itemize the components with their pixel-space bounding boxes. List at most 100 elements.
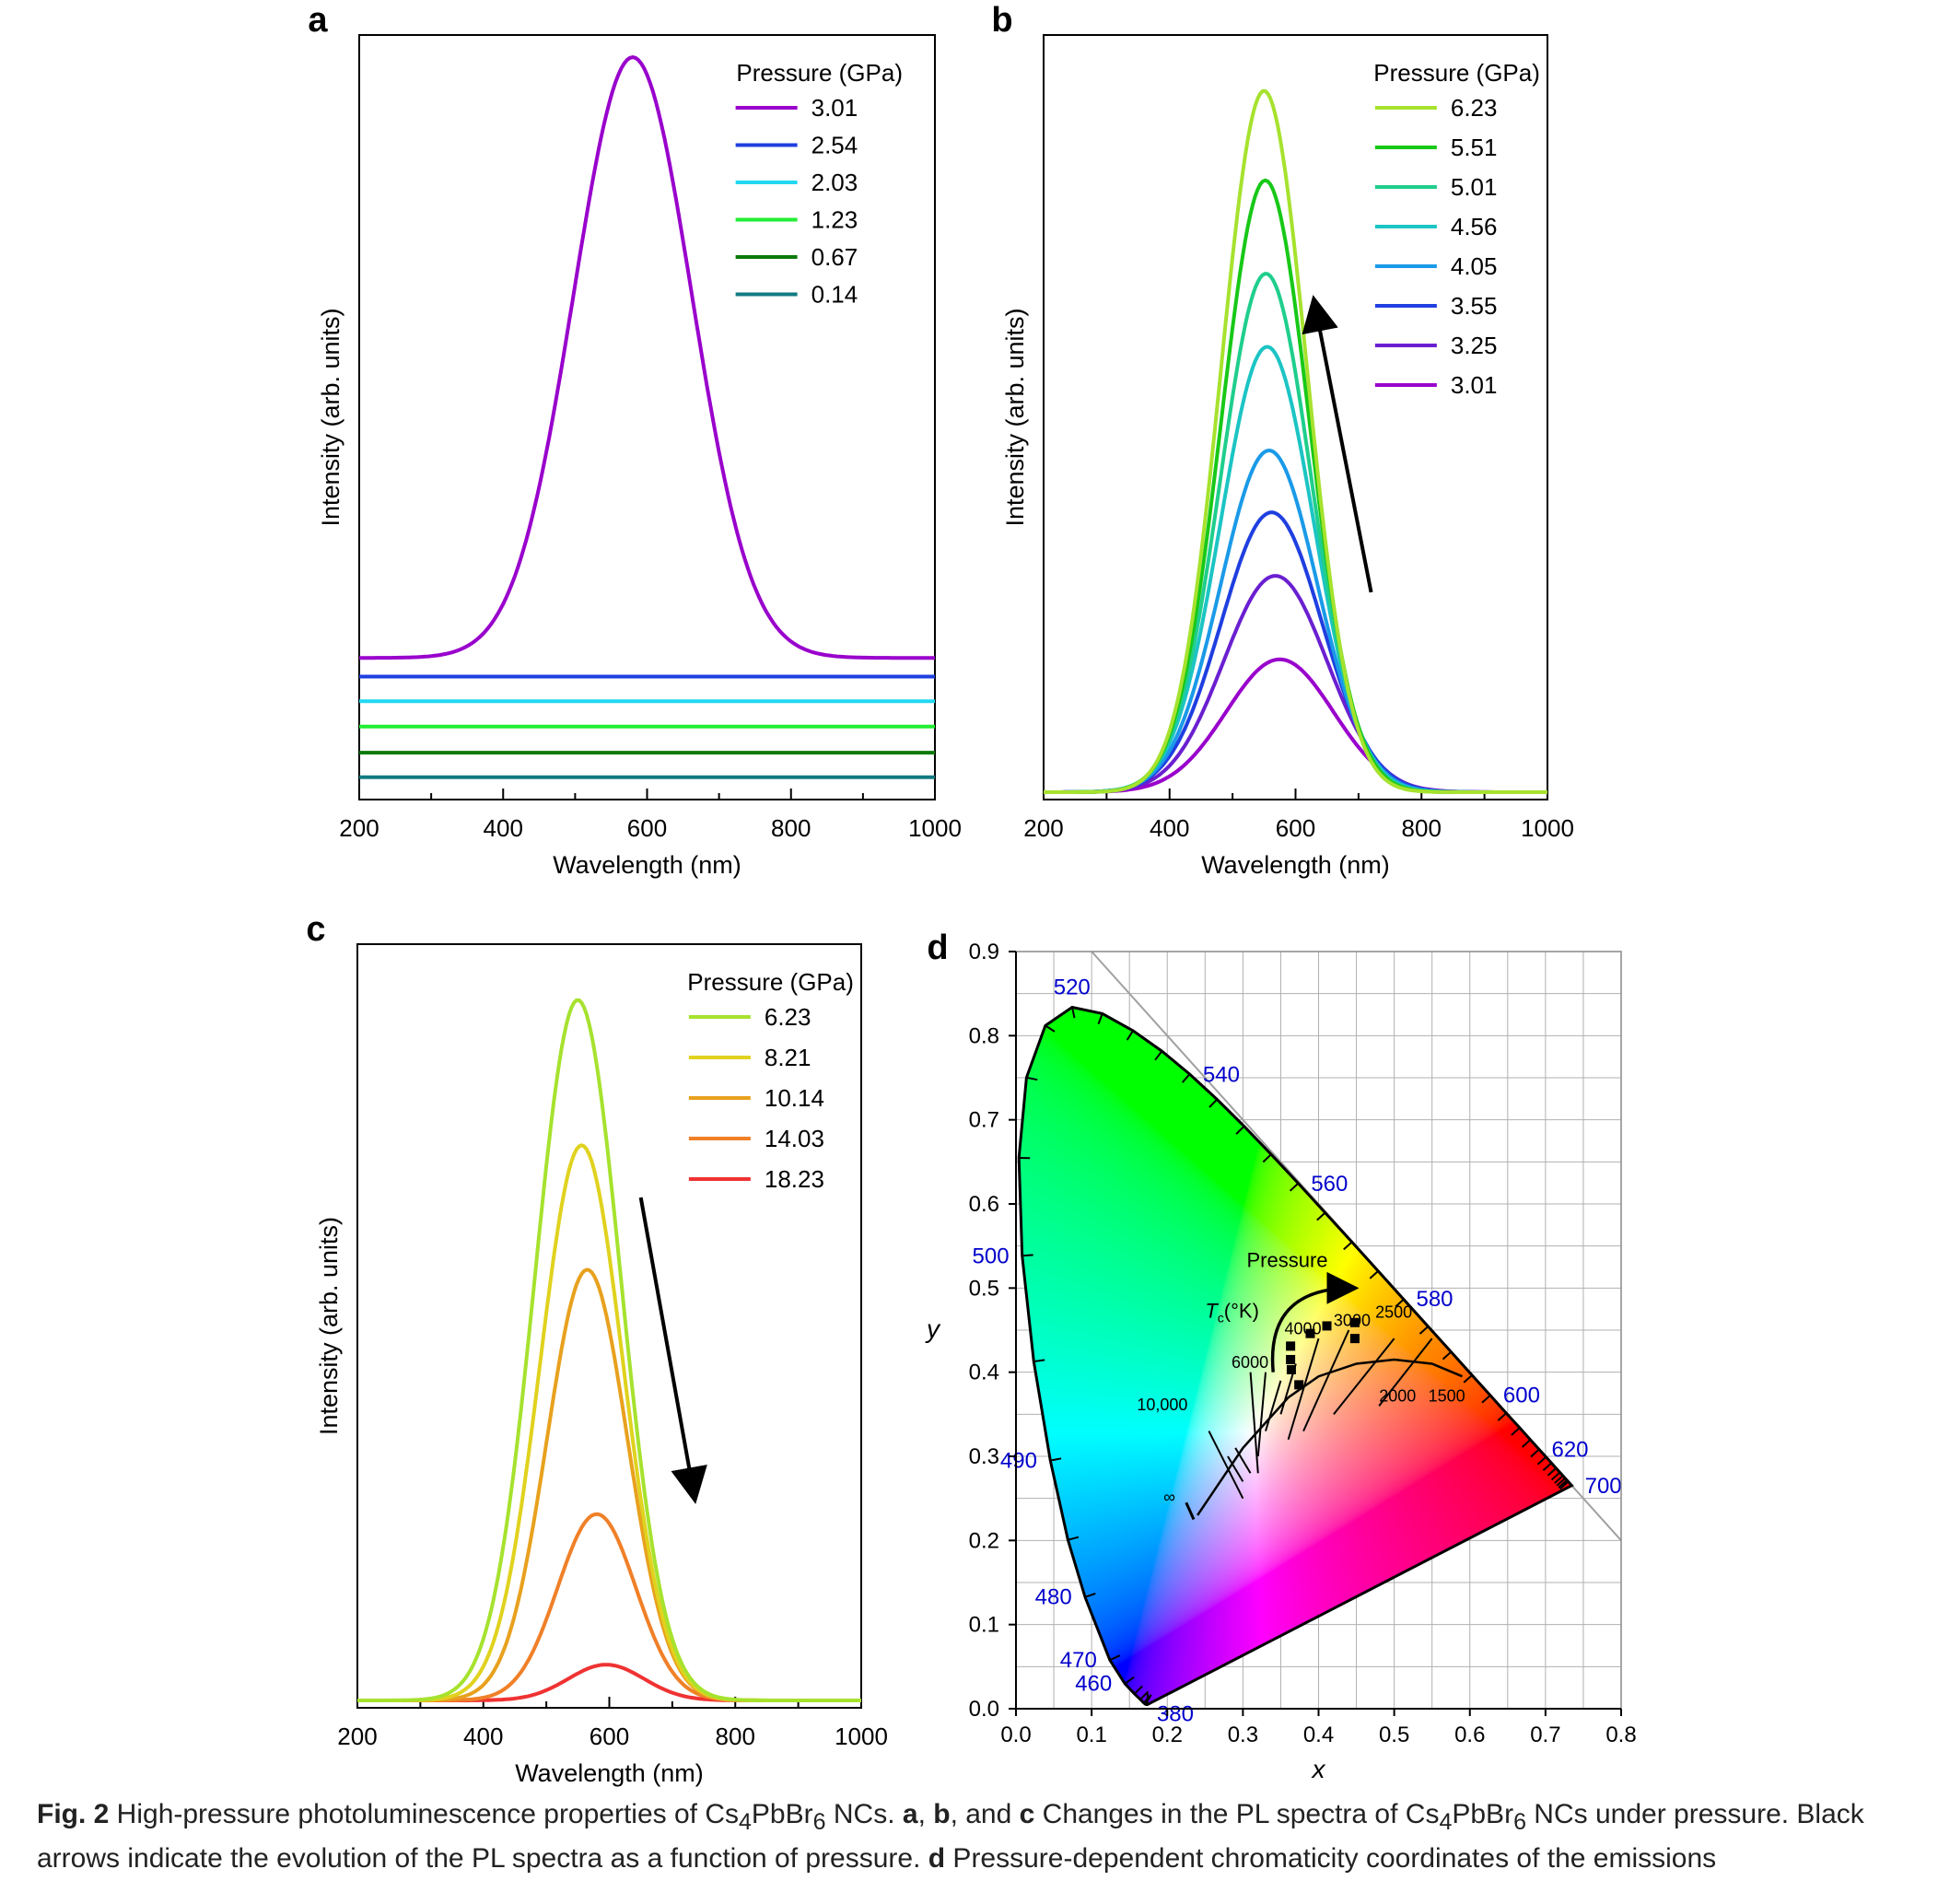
panel-letter: a bbox=[308, 1, 328, 40]
locus-tick bbox=[1497, 1412, 1508, 1421]
wavelength-label: 520 bbox=[1054, 975, 1091, 999]
wavelength-label: 500 bbox=[973, 1244, 1010, 1269]
locus-tick bbox=[1142, 1694, 1152, 1704]
legend-label: 0.67 bbox=[811, 243, 858, 271]
figure-canvas: 200 400 600 800 1000 Wavelength (nm) Intensity… bbox=[306, 1, 1637, 1787]
locus-tick bbox=[1558, 1479, 1568, 1489]
legend-label: 5.51 bbox=[1451, 134, 1498, 161]
wavelength-label: 700 bbox=[1585, 1474, 1622, 1499]
planckian-locus-end bbox=[1185, 1501, 1196, 1521]
locus-tick bbox=[1395, 1298, 1405, 1308]
y-axis-label: Intensity (arb. units) bbox=[317, 308, 344, 526]
chromaticity-point bbox=[1286, 1364, 1296, 1374]
cct-label: 10,000 bbox=[1137, 1396, 1187, 1414]
isotherm-line bbox=[1378, 1337, 1433, 1407]
pressure-arrow-up bbox=[1302, 295, 1373, 593]
x-tick-label: 0.0 bbox=[1000, 1723, 1031, 1747]
locus-tick bbox=[1109, 1654, 1121, 1662]
locus-tick bbox=[1536, 1455, 1547, 1466]
locus-tick bbox=[1463, 1374, 1473, 1384]
caption-subscript: 4 bbox=[1439, 1809, 1453, 1835]
series-line-8.21 bbox=[357, 1143, 861, 1702]
caption-text: High-pressure photoluminescence properti… bbox=[109, 1799, 740, 1829]
legend-label: 4.05 bbox=[1451, 252, 1498, 280]
panel-letter: b bbox=[991, 1, 1012, 40]
x-tick-label: 200 bbox=[1023, 814, 1063, 842]
chromaticity-point bbox=[1349, 1334, 1360, 1344]
y-tick-label: 0.3 bbox=[969, 1444, 999, 1469]
x-tick-label: 200 bbox=[339, 814, 379, 842]
x-tick-label: 400 bbox=[463, 1723, 503, 1750]
caption-subscript: 6 bbox=[812, 1809, 826, 1835]
locus-tick bbox=[1521, 1439, 1532, 1448]
wavelength-label: 600 bbox=[1503, 1383, 1540, 1408]
figure-caption: Fig. 2 High-pressure photoluminescence p… bbox=[37, 1796, 1916, 1877]
cct-label: 4000 bbox=[1285, 1320, 1322, 1338]
x-tick-label: 0.6 bbox=[1454, 1723, 1485, 1747]
y-axis-label: Intensity (arb. units) bbox=[1001, 308, 1029, 526]
x-axis-label: Wavelength (nm) bbox=[553, 851, 741, 879]
locus-tick bbox=[1022, 1254, 1033, 1257]
legend-label: 1.23 bbox=[811, 206, 858, 234]
x-tick-label: 1000 bbox=[1521, 814, 1574, 842]
locus-tick bbox=[1556, 1478, 1566, 1487]
series-line-3.25 bbox=[1044, 574, 1547, 794]
panel-c: 200 400 600 800 1000 Wavelength (nm) Intensity… bbox=[306, 910, 887, 1787]
caption-text: , bbox=[917, 1799, 934, 1829]
x-tick-label: 800 bbox=[716, 1723, 755, 1750]
locus-tick bbox=[1343, 1241, 1353, 1251]
legend-label: 3.01 bbox=[1451, 371, 1498, 399]
x-axis-label: Wavelength (nm) bbox=[515, 1759, 704, 1787]
locus-tick bbox=[1289, 1182, 1300, 1192]
chromaticity-point bbox=[1322, 1321, 1332, 1331]
locus-tick bbox=[1481, 1395, 1491, 1404]
series-line-6.23 bbox=[1044, 88, 1547, 794]
locus-tick bbox=[1442, 1350, 1453, 1361]
caption-text: Pressure-dependent chromaticity coordina… bbox=[945, 1843, 1717, 1874]
locus-tick bbox=[1208, 1098, 1219, 1108]
legend-label: 6.23 bbox=[765, 1003, 811, 1031]
caption-text: NCs. bbox=[825, 1799, 903, 1829]
isotherm-line bbox=[1227, 1455, 1244, 1482]
y-tick-label: 0.0 bbox=[969, 1697, 999, 1722]
isotherm-line bbox=[1333, 1337, 1395, 1415]
pressure-label: Pressure bbox=[1246, 1249, 1327, 1272]
wavelength-label: 470 bbox=[1060, 1648, 1097, 1673]
locus-tick bbox=[1550, 1471, 1561, 1481]
legend-label: 8.21 bbox=[765, 1044, 811, 1071]
locus-tick bbox=[1547, 1467, 1558, 1477]
x-tick-label: 0.1 bbox=[1076, 1723, 1106, 1747]
series-line-6.23 bbox=[357, 998, 861, 1702]
locus-tick bbox=[1139, 1690, 1150, 1700]
y-tick-label: 0.6 bbox=[969, 1192, 999, 1217]
locus-tick bbox=[1262, 1153, 1272, 1163]
wavelength-label: 380 bbox=[1157, 1701, 1194, 1726]
isotherm-line bbox=[1302, 1329, 1350, 1432]
chromaticity-point bbox=[1305, 1328, 1315, 1338]
wavelength-label: 480 bbox=[1035, 1585, 1072, 1610]
x-tick-label: 0.7 bbox=[1530, 1723, 1560, 1747]
spectral-locus-outline bbox=[1017, 1005, 1574, 1707]
x-tick-label: 0.5 bbox=[1379, 1723, 1409, 1747]
legend-label: 3.25 bbox=[1451, 332, 1498, 359]
caption-panel-ref: b bbox=[933, 1799, 951, 1829]
locus-tick bbox=[1124, 1676, 1135, 1685]
series-line-3.01 bbox=[1044, 657, 1547, 794]
legend-label: 10.14 bbox=[765, 1084, 824, 1112]
caption-panel-ref: d bbox=[928, 1843, 946, 1874]
series-line-3.01 bbox=[359, 55, 935, 660]
caption-text: Changes in the PL spectra of Cs bbox=[1034, 1799, 1440, 1829]
x-tick-label: 0.3 bbox=[1228, 1723, 1258, 1747]
isotherm-line bbox=[1265, 1380, 1282, 1431]
x-tick-label: 400 bbox=[1150, 814, 1189, 842]
locus-tick bbox=[1542, 1462, 1553, 1472]
caption-figure-label: Fig. 2 bbox=[37, 1799, 110, 1829]
legend-label: 14.03 bbox=[765, 1125, 824, 1152]
locus-tick bbox=[1033, 1359, 1045, 1363]
series-line-18.23 bbox=[357, 1663, 861, 1702]
panel-b: 200 400 600 800 1000 Wavelength (nm) Intensity… bbox=[991, 1, 1574, 879]
cct-label: ∞ bbox=[1163, 1488, 1175, 1506]
panel-d: 10,000600040003000250020001500∞Tc(°K)Pre… bbox=[925, 929, 1637, 1783]
locus-tick bbox=[1133, 1685, 1143, 1695]
chromaticity-point bbox=[1349, 1317, 1360, 1327]
